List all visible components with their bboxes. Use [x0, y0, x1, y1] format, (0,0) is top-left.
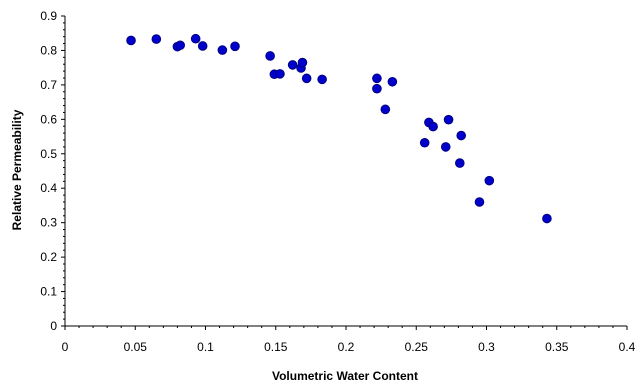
y-tick-label: 0.6	[40, 112, 57, 126]
x-tick-label: 0.15	[264, 340, 288, 354]
data-point	[317, 74, 327, 85]
data-point	[428, 121, 438, 132]
y-tick-label: 0	[50, 319, 57, 333]
data-point	[197, 41, 208, 51]
data-point	[456, 130, 467, 141]
y-tick-label: 0.5	[40, 147, 57, 161]
data-point	[151, 34, 162, 44]
y-tick-label: 0.8	[40, 43, 57, 57]
data-points	[126, 33, 552, 224]
data-point	[387, 76, 398, 87]
data-point	[380, 104, 391, 115]
data-point	[275, 69, 285, 79]
x-tick-label: 0.3	[478, 340, 495, 354]
x-tick-label: 0.25	[405, 340, 429, 354]
data-point	[297, 57, 308, 68]
data-point	[440, 142, 451, 152]
x-tick-label: 0.2	[338, 340, 355, 354]
data-point	[484, 175, 495, 186]
axes	[61, 15, 628, 330]
y-tick-label: 0.7	[40, 78, 57, 92]
x-tick-label: 0	[62, 340, 69, 354]
y-tick-label: 0.4	[40, 181, 57, 195]
x-tick-label: 0.05	[124, 340, 148, 354]
x-axis-title: Volumetric Water Content	[272, 369, 418, 383]
data-point	[443, 114, 454, 125]
data-point	[372, 83, 382, 94]
y-tick-label: 0.1	[40, 285, 57, 299]
x-axis-tick-labels: 0 0.05 0.1 0.15 0.2 0.25 0.3 0.35 0.4	[62, 340, 636, 354]
data-point	[287, 60, 298, 70]
data-point	[217, 45, 228, 55]
y-tick-label: 0.3	[40, 216, 57, 230]
data-point	[542, 213, 552, 224]
data-point	[190, 33, 201, 44]
data-point	[230, 41, 240, 52]
data-point	[265, 51, 275, 61]
y-tick-label: 0.2	[40, 250, 57, 264]
data-point	[372, 73, 382, 84]
y-tick-label: 0.9	[40, 9, 57, 23]
y-axis-title: Relative Permeability	[10, 109, 24, 230]
x-tick-label: 0.4	[619, 340, 636, 354]
data-point	[126, 35, 136, 46]
data-point	[301, 73, 312, 84]
y-axis-tick-labels: 0 0.1 0.2 0.3 0.4 0.5 0.6 0.7 0.8 0.9	[40, 9, 57, 333]
data-point	[419, 137, 430, 148]
x-tick-label: 0.1	[197, 340, 214, 354]
data-point	[455, 158, 465, 168]
data-point	[474, 197, 485, 207]
x-tick-label: 0.35	[545, 340, 569, 354]
data-point	[175, 40, 186, 51]
